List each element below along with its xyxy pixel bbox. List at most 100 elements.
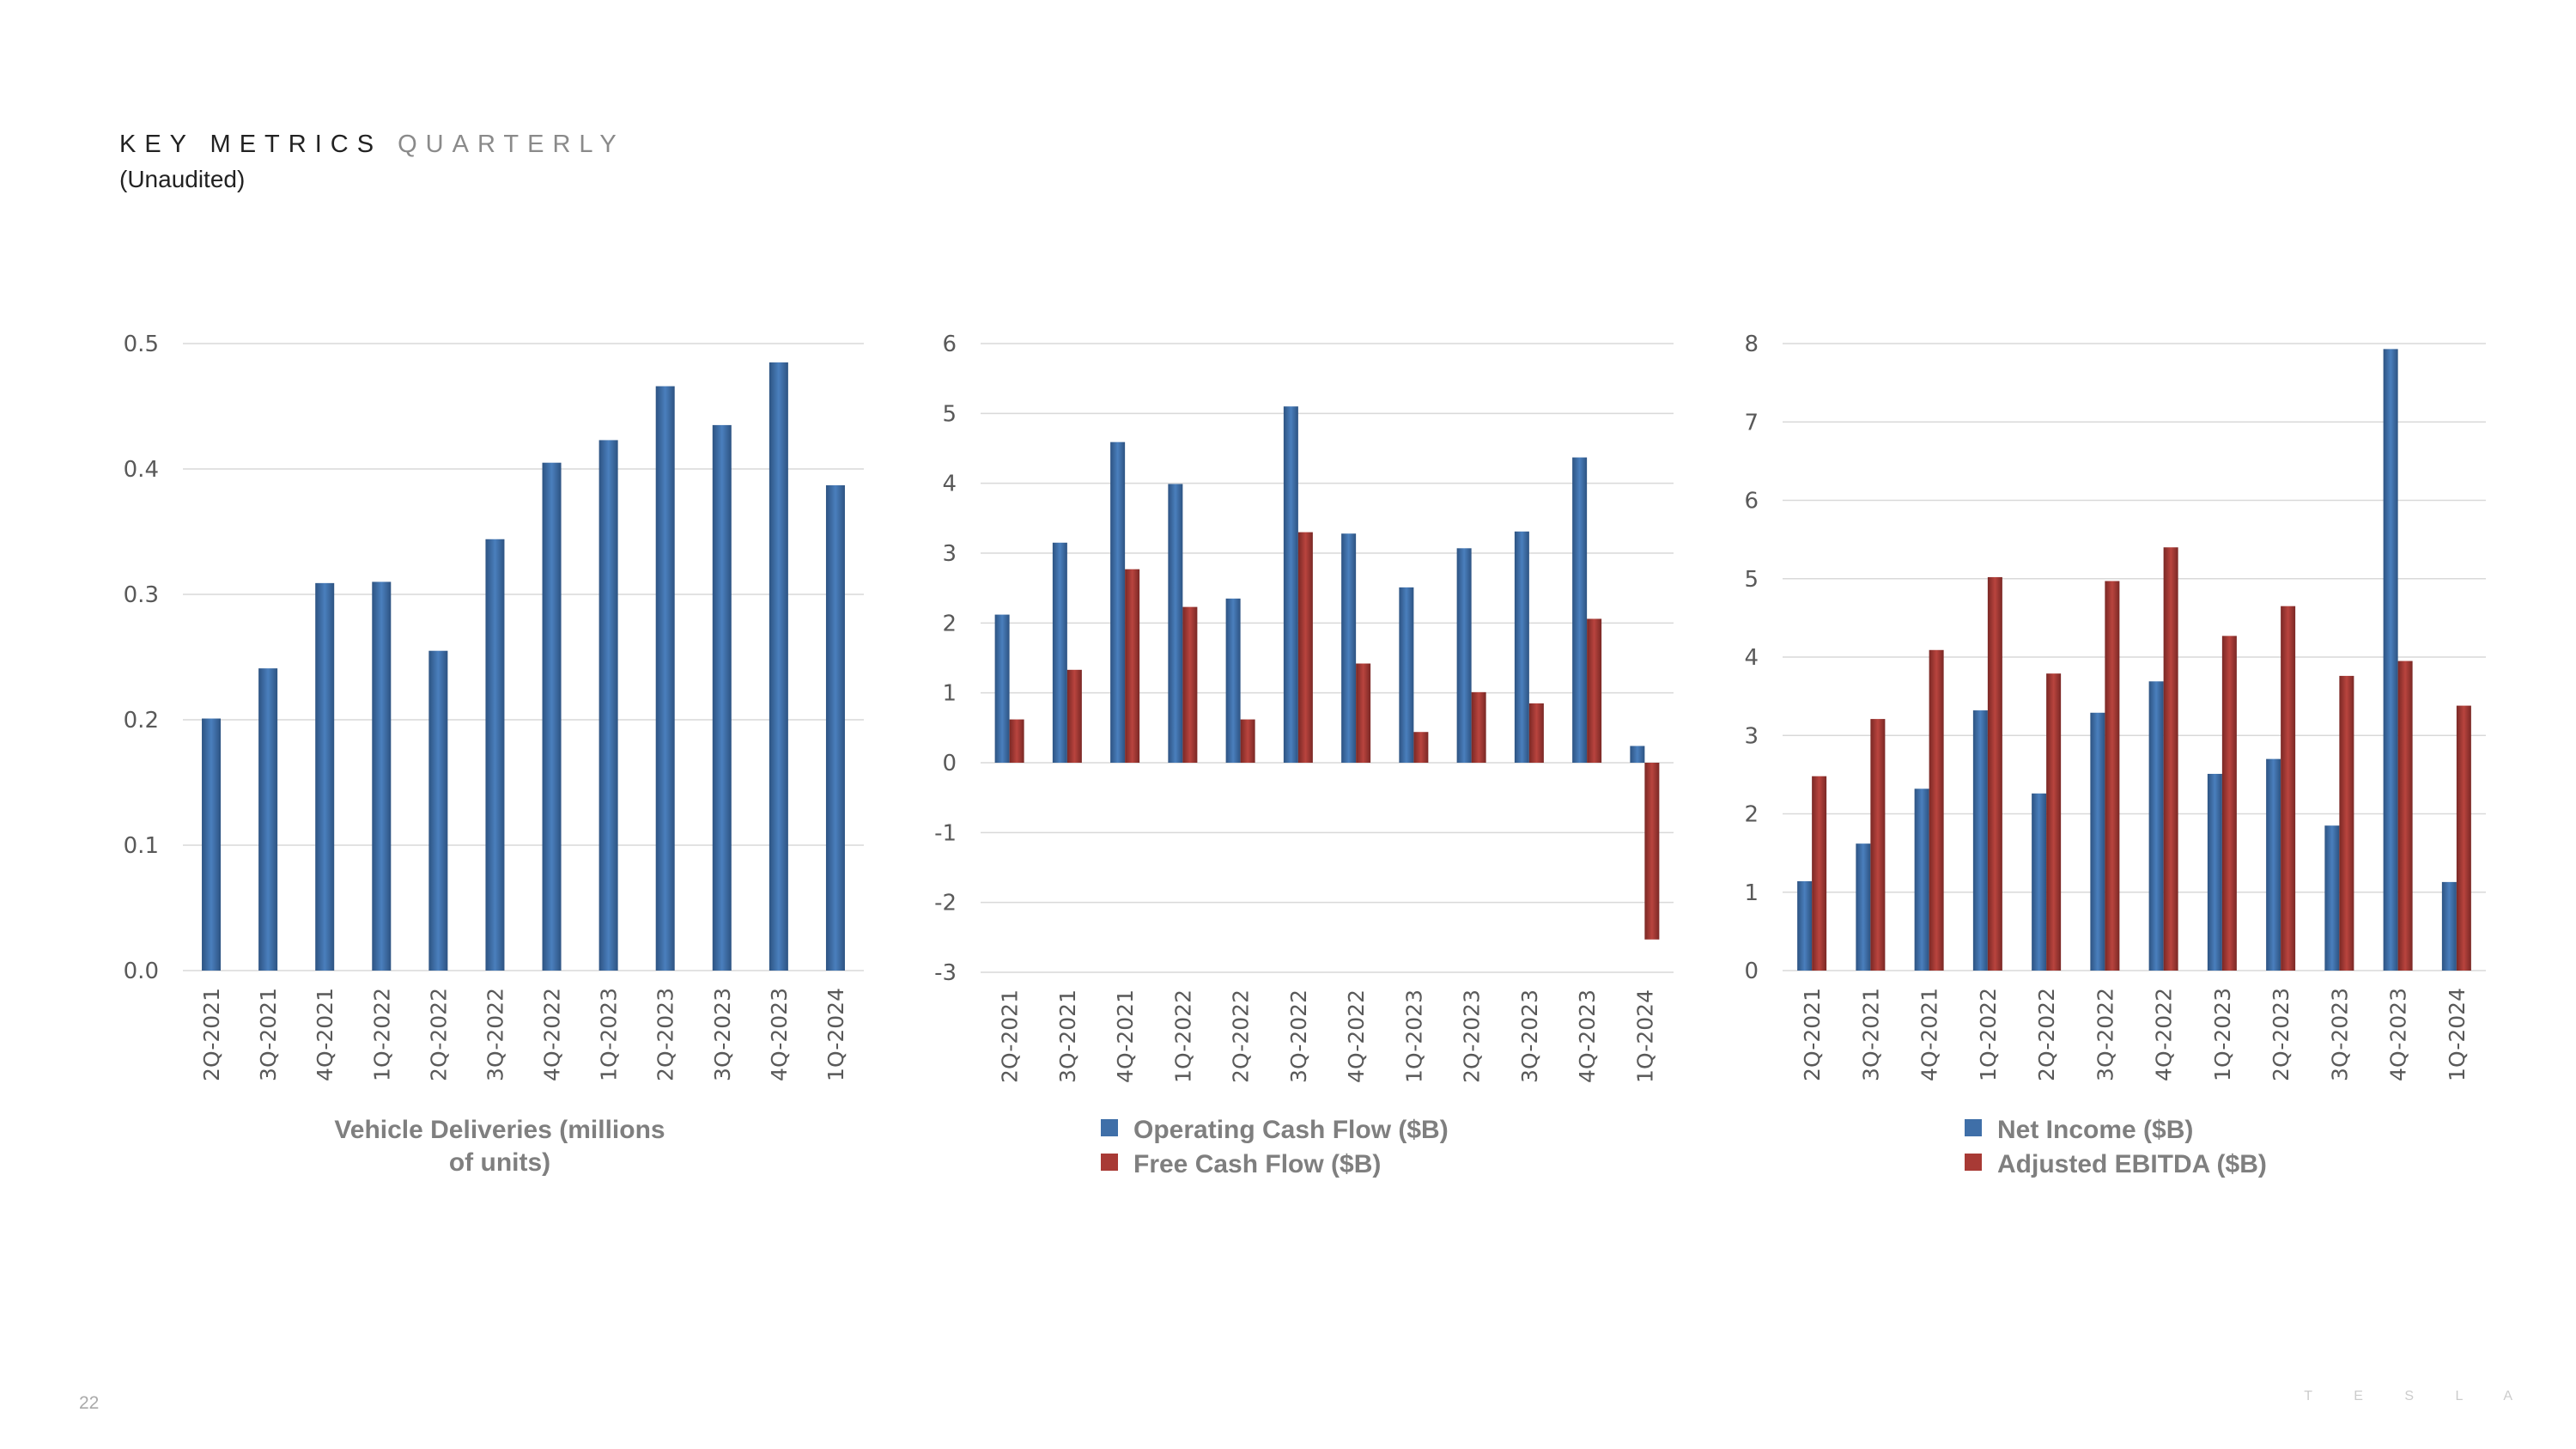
legend-label: Adjusted EBITDA ($B): [1997, 1150, 2267, 1178]
bar-blue-4Q-2023: [1572, 457, 1588, 763]
bar-red-3Q-2022: [2105, 581, 2120, 971]
bar-blue-1Q-2022: [372, 581, 392, 971]
bar-red-1Q-2024: [1644, 763, 1660, 940]
x-tick-label: 2Q-2022: [426, 988, 451, 1081]
y-tick-label: 2: [1744, 802, 1759, 828]
page-number: 22: [79, 1393, 100, 1413]
y-tick-label: 4: [1744, 645, 1759, 671]
bar-blue-3Q-2022: [485, 539, 505, 971]
bar-blue-4Q-2021: [315, 582, 335, 971]
x-tick-label: 2Q-2021: [1800, 988, 1825, 1081]
bar-red-2Q-2022: [1240, 719, 1255, 763]
y-tick-label: 5: [1744, 567, 1759, 593]
y-tick-label: -1: [934, 820, 957, 846]
x-tick-label: 1Q-2024: [823, 988, 848, 1081]
y-tick-label: -2: [934, 891, 957, 916]
bar-blue-3Q-2021: [258, 668, 278, 971]
x-tick-label: 4Q-2021: [313, 988, 337, 1081]
bar-red-4Q-2022: [2163, 547, 2178, 971]
bar-blue-2Q-2023: [655, 386, 675, 971]
x-tick-label: 2Q-2023: [1460, 989, 1485, 1083]
bar-blue-2Q-2021: [1797, 880, 1813, 971]
bar-red-3Q-2022: [1297, 532, 1313, 763]
title-main: KEY METRICS: [119, 131, 383, 158]
legend-swatch-blue: [1101, 1119, 1118, 1136]
y-tick-label: 0.0: [124, 959, 159, 984]
bar-blue-1Q-2024: [1630, 746, 1645, 763]
page-subtitle: (Unaudited): [119, 166, 246, 192]
bar-red-1Q-2024: [2456, 705, 2471, 971]
x-tick-label: 3Q-2021: [1858, 988, 1883, 1081]
chart-title: Vehicle Deliveries (millions: [334, 1116, 665, 1144]
x-tick-label: 1Q-2022: [1170, 989, 1195, 1083]
bar-blue-1Q-2024: [825, 484, 845, 971]
bar-red-2Q-2022: [2046, 673, 2062, 971]
bar-blue-2Q-2021: [994, 614, 1010, 763]
x-tick-label: 4Q-2021: [1113, 989, 1138, 1083]
bar-red-3Q-2023: [2339, 675, 2354, 971]
x-tick-label: 3Q-2022: [483, 988, 507, 1081]
y-tick-label: 2: [942, 611, 957, 636]
title-sub: QUARTERLY: [398, 131, 625, 158]
x-tick-label: 2Q-2021: [998, 989, 1023, 1083]
bar-blue-3Q-2023: [2324, 825, 2340, 971]
y-tick-label: 1: [1744, 880, 1759, 906]
x-tick-label: 4Q-2023: [1575, 989, 1600, 1083]
x-tick-label: 1Q-2024: [1632, 989, 1657, 1083]
bar-blue-4Q-2022: [2148, 681, 2164, 971]
bar-red-4Q-2023: [1587, 618, 1602, 763]
y-tick-label: 3: [1744, 723, 1759, 749]
x-tick-label: 4Q-2022: [2152, 988, 2177, 1081]
bar-blue-2Q-2023: [1456, 548, 1472, 763]
bar-blue-4Q-2023: [2383, 349, 2398, 971]
bar-blue-4Q-2021: [1914, 788, 1929, 971]
bar-blue-4Q-2022: [1341, 533, 1357, 763]
bar-red-4Q-2022: [1356, 663, 1371, 763]
x-tick-label: 2Q-2022: [2034, 988, 2059, 1081]
y-tick-label: 0.1: [124, 833, 159, 859]
x-tick-label: 1Q-2022: [369, 988, 394, 1081]
chart-title: of units): [449, 1148, 550, 1177]
bar-red-3Q-2021: [1870, 719, 1886, 971]
bar-blue-4Q-2022: [542, 462, 562, 971]
bar-blue-4Q-2021: [1110, 441, 1126, 763]
x-tick-label: 2Q-2023: [653, 988, 678, 1081]
x-tick-label: 3Q-2022: [2093, 988, 2117, 1081]
x-tick-label: 4Q-2021: [1917, 988, 1942, 1081]
y-tick-label: 0: [942, 751, 957, 776]
legend-label: Free Cash Flow ($B): [1133, 1150, 1381, 1178]
bar-red-3Q-2023: [1528, 703, 1544, 763]
x-tick-label: 1Q-2023: [1401, 989, 1426, 1083]
bar-red-3Q-2021: [1066, 669, 1082, 763]
x-tick-label: 4Q-2023: [2386, 988, 2411, 1081]
y-tick-label: 6: [1744, 489, 1759, 514]
y-tick-label: 0.2: [124, 708, 159, 734]
y-tick-label: 0.5: [124, 332, 159, 357]
bar-blue-2Q-2022: [428, 650, 448, 971]
x-tick-label: 3Q-2021: [256, 988, 281, 1081]
bar-red-1Q-2023: [2221, 636, 2237, 971]
y-tick-label: 7: [1744, 410, 1759, 435]
legend-swatch-red: [1965, 1154, 1982, 1171]
x-tick-label: 3Q-2022: [1286, 989, 1311, 1083]
bar-red-2Q-2021: [1812, 776, 1827, 971]
x-tick-label: 1Q-2023: [597, 988, 622, 1081]
bar-blue-1Q-2023: [2207, 773, 2222, 971]
bar-blue-3Q-2021: [1052, 542, 1067, 763]
bar-blue-2Q-2022: [2032, 793, 2047, 971]
y-tick-label: -3: [934, 960, 957, 986]
x-tick-label: 3Q-2021: [1055, 989, 1080, 1083]
y-tick-label: 8: [1744, 332, 1759, 357]
x-tick-label: 4Q-2022: [1344, 989, 1369, 1083]
bar-blue-1Q-2022: [1972, 710, 1988, 971]
bar-red-4Q-2021: [1125, 569, 1140, 763]
bar-blue-2Q-2022: [1225, 598, 1241, 763]
x-tick-label: 2Q-2021: [199, 988, 224, 1081]
x-tick-label: 3Q-2023: [710, 988, 735, 1081]
y-tick-label: 3: [942, 541, 957, 567]
y-tick-label: 4: [942, 472, 957, 497]
x-tick-label: 4Q-2023: [767, 988, 792, 1081]
x-tick-label: 1Q-2023: [2210, 988, 2235, 1081]
bar-red-2Q-2023: [1471, 691, 1486, 763]
bar-blue-3Q-2023: [1514, 531, 1529, 763]
